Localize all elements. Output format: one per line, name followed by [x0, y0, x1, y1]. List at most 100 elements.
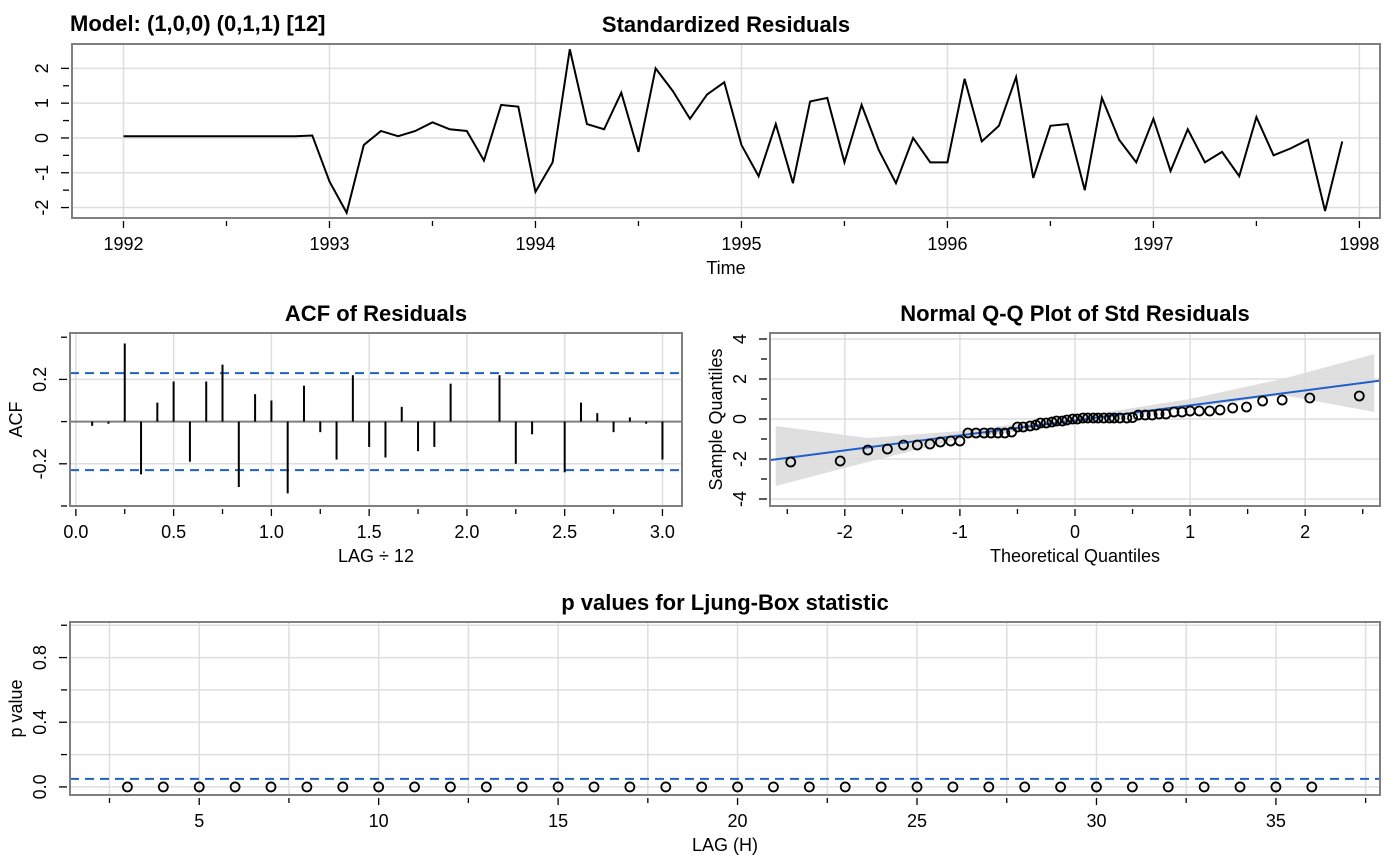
- x-ticks: 0.0 0.5 1.0 1.5 2.0 2.5 3.0: [63, 509, 675, 542]
- x-ticks: 5 10 15 20 25 30 35: [108, 798, 1367, 831]
- pvalue-point: [552, 781, 564, 793]
- qq-point: [1071, 413, 1083, 425]
- x-tick-label: 35: [1266, 811, 1286, 831]
- qq-point: [1146, 409, 1158, 421]
- x-tick-label: 1992: [103, 234, 143, 254]
- y-tick-label: -2: [32, 200, 52, 216]
- qq-point: [924, 438, 936, 450]
- pvalue-point: [696, 781, 708, 793]
- x-tick-label: 1995: [721, 234, 761, 254]
- pvalue-point: [480, 781, 492, 793]
- grid-lines: [70, 333, 682, 506]
- y-ticks: -0.2 0.2: [30, 336, 67, 507]
- qq-point: [1153, 408, 1165, 420]
- x-tick-label: 1.5: [357, 522, 382, 542]
- qq-point: [999, 427, 1011, 439]
- qq-point: [1127, 412, 1138, 424]
- y-tick-label: 0.2: [30, 367, 50, 392]
- qq-point: [881, 443, 893, 455]
- qq-point: [1012, 421, 1023, 433]
- qq-point: [1276, 394, 1288, 406]
- pvalue-point: [445, 781, 456, 793]
- qq-point: [1193, 405, 1205, 417]
- pvalue-points: [122, 781, 1318, 793]
- x-tick-label: 2.5: [552, 522, 577, 542]
- qq-point: [1108, 412, 1120, 424]
- x-tick-label: 30: [1086, 811, 1106, 831]
- y-tick-label: 0.8: [30, 645, 50, 670]
- pvalue-point: [911, 781, 923, 793]
- grid-lines: [72, 44, 1380, 218]
- pvalue-point: [1306, 781, 1318, 793]
- y-tick-label: 2: [730, 374, 750, 384]
- x-tick-label: 0: [1070, 522, 1080, 542]
- x-tick-label: 3.0: [650, 522, 675, 542]
- qq-point: [954, 435, 966, 447]
- pvalue-point: [122, 781, 133, 793]
- qq-point: [1024, 420, 1036, 432]
- x-axis-label: LAG (H): [692, 835, 758, 855]
- pvalue-point: [301, 781, 313, 793]
- chart-title: Standardized Residuals: [602, 12, 850, 37]
- pvalue-point: [947, 781, 959, 793]
- pvalue-point: [875, 781, 887, 793]
- qq-point: [1088, 412, 1099, 424]
- x-tick-label: 15: [548, 811, 568, 831]
- pvalue-point: [157, 781, 169, 793]
- qq-point: [1121, 412, 1133, 424]
- pvalue-point: [732, 781, 743, 793]
- x-ticks: 1992 1993 1994 1995 1996 1997 1998: [103, 221, 1379, 254]
- residual-series-line: [123, 48, 1344, 216]
- qq-point: [1061, 414, 1073, 426]
- qq-point: [862, 444, 874, 456]
- y-tick-label: -0.2: [30, 448, 50, 479]
- x-tick-label: 1997: [1133, 234, 1173, 254]
- pvalue-point: [516, 781, 528, 793]
- chart-title: ACF of Residuals: [285, 301, 467, 326]
- y-tick-label: 0.4: [30, 710, 50, 735]
- qq-point: [1098, 412, 1110, 424]
- x-tick-label: 0.5: [161, 522, 186, 542]
- x-tick-label: -2: [837, 522, 853, 542]
- pvalue-point: [983, 781, 995, 793]
- x-axis-label: Theoretical Quantiles: [990, 546, 1160, 566]
- qq-point: [1132, 409, 1144, 421]
- x-tick-label: 2.0: [454, 522, 479, 542]
- qq-point: [1204, 405, 1216, 417]
- pvalue-point: [1091, 781, 1102, 793]
- pvalue-point: [1019, 781, 1031, 793]
- qq-point: [785, 456, 797, 468]
- model-label: Model: (1,0,0) (0,1,1) [12]: [70, 11, 326, 36]
- x-tick-label: 0.0: [63, 522, 88, 542]
- grid-lines: [70, 622, 1380, 795]
- y-tick-label: -1: [32, 165, 52, 181]
- y-tick-label: -2: [730, 451, 750, 467]
- x-tick-label: 1.0: [259, 522, 284, 542]
- y-tick-label: 0.0: [30, 774, 50, 799]
- qq-point: [962, 427, 974, 439]
- qq-point: [1035, 417, 1046, 429]
- pvalue-point: [624, 781, 636, 793]
- plot-frame: [69, 621, 1381, 796]
- qq-point: [992, 427, 1004, 439]
- x-tick-label: 1998: [1339, 234, 1379, 254]
- qq-point: [1257, 395, 1269, 407]
- qq-point: [1114, 412, 1126, 424]
- pvalue-point: [193, 781, 205, 793]
- y-tick-label: 0: [32, 133, 52, 143]
- qq-point: [1056, 415, 1068, 427]
- qq-point: [1227, 402, 1239, 414]
- qq-point: [1082, 412, 1094, 424]
- pvalue-point: [803, 781, 815, 793]
- qq-point: [898, 439, 909, 451]
- y-ticks: -2 -1 0 1 2: [32, 63, 69, 216]
- x-tick-label: 1994: [515, 234, 555, 254]
- qq-point: [1353, 390, 1365, 402]
- pvalue-point: [373, 781, 385, 793]
- x-tick-label: 20: [728, 811, 748, 831]
- pvalue-point: [839, 781, 851, 793]
- x-axis-label: Time: [706, 258, 745, 278]
- qq-point: [970, 427, 982, 439]
- qq-point: [1067, 413, 1079, 425]
- plot-frame: [69, 332, 683, 507]
